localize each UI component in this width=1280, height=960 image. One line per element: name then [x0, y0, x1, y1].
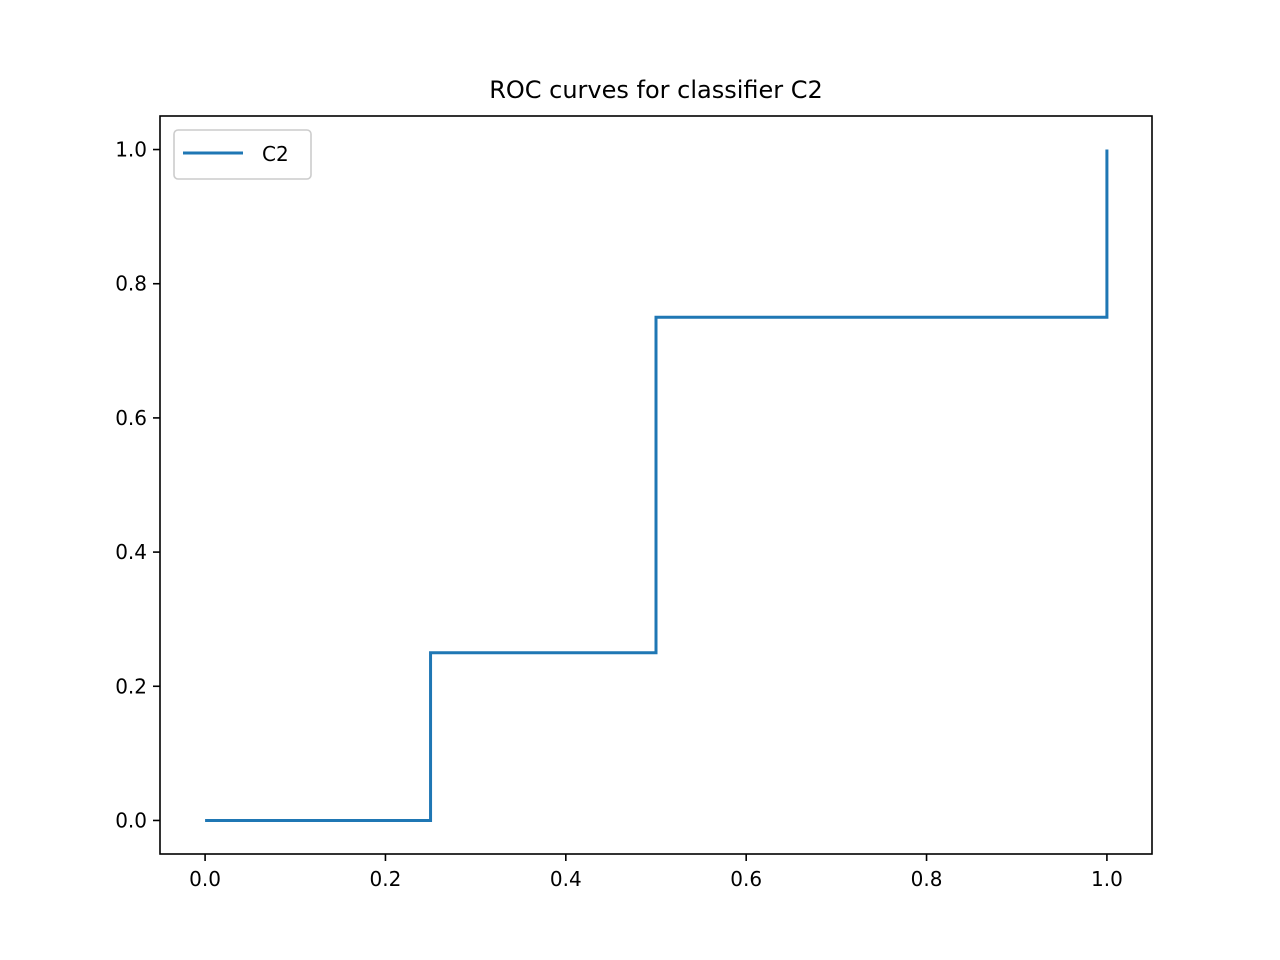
- plot-frame: [159, 115, 1153, 855]
- legend: C2: [173, 129, 312, 180]
- x-axis: 0.0 0.2 0.4 0.6 0.8 1.0: [189, 854, 1123, 891]
- legend-label: C2: [262, 142, 289, 166]
- series-line-c2: [205, 149, 1109, 822]
- x-tick-label: 0.2: [370, 867, 402, 891]
- x-tick-label: 1.0: [1091, 867, 1123, 891]
- y-tick-label: 0.4: [115, 540, 147, 564]
- x-tick-label: 0.8: [911, 867, 943, 891]
- series-layer: [205, 149, 1109, 822]
- y-tick-label: 0.2: [115, 674, 147, 698]
- y-tick-label: 0.8: [115, 272, 147, 296]
- x-tick-label: 0.6: [730, 867, 762, 891]
- y-tick-label: 0.0: [115, 808, 147, 832]
- chart-title: ROC curves for classifier C2: [489, 76, 823, 104]
- x-tick-label: 0.0: [189, 867, 221, 891]
- y-tick-label: 0.6: [115, 406, 147, 430]
- x-tick-label: 0.4: [550, 867, 582, 891]
- y-axis: 0.0 0.2 0.4 0.6 0.8 1.0: [115, 138, 160, 832]
- y-tick-label: 1.0: [115, 138, 147, 162]
